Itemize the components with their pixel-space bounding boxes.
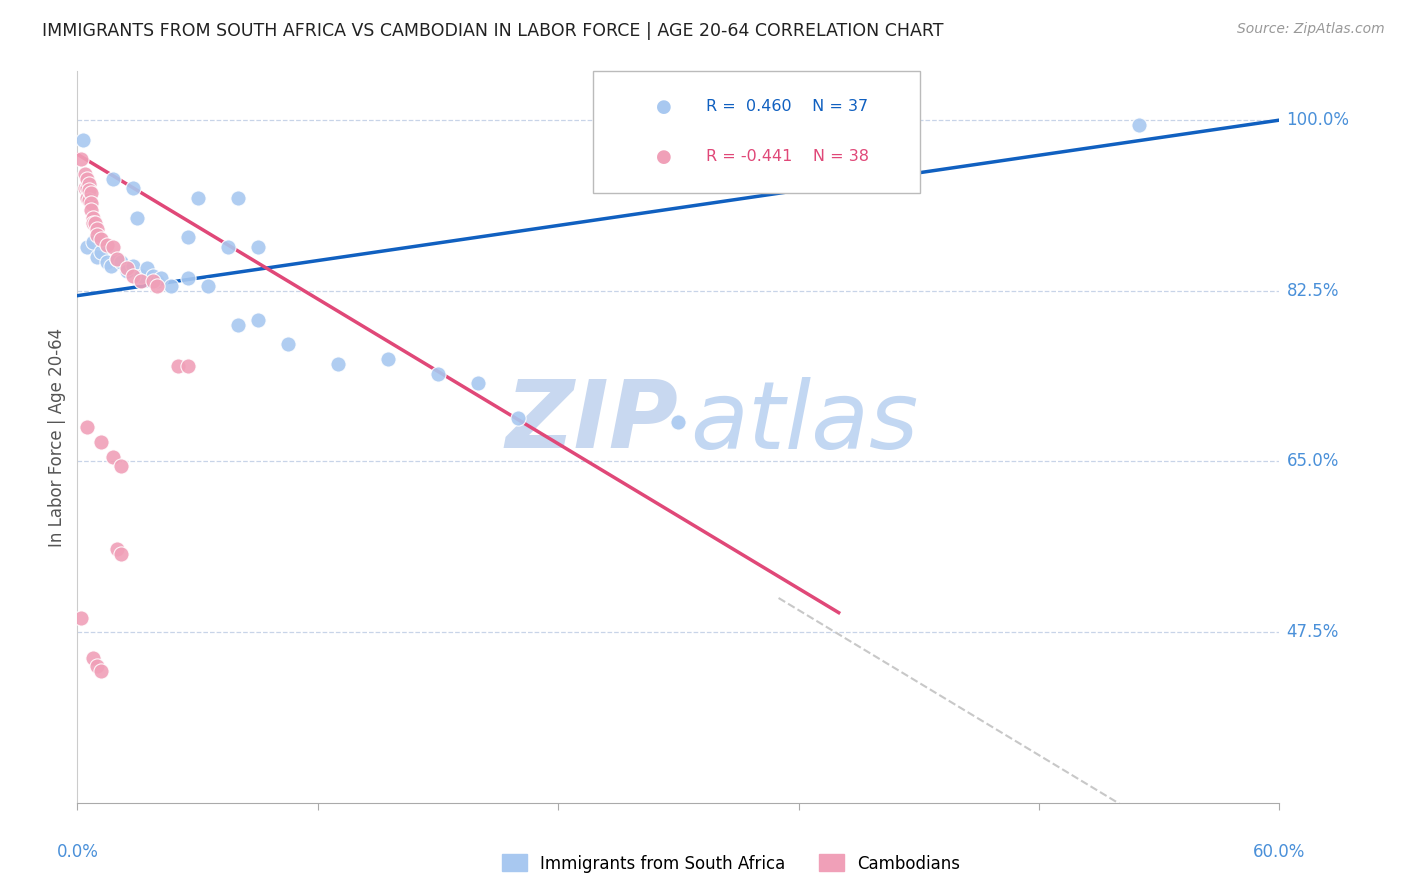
Point — [176, 359, 198, 373]
Point — [226, 191, 249, 205]
Point — [1128, 118, 1150, 132]
Point — [146, 274, 169, 288]
Point — [166, 359, 188, 373]
Point — [86, 228, 108, 243]
Point — [160, 279, 183, 293]
Point — [103, 450, 125, 464]
Text: 100.0%: 100.0% — [1286, 112, 1350, 129]
Point — [122, 260, 145, 274]
Point — [326, 357, 349, 371]
Point — [82, 651, 104, 665]
Point — [76, 181, 98, 195]
Point — [86, 222, 108, 236]
Point — [117, 264, 139, 278]
Point — [76, 191, 98, 205]
Point — [90, 664, 112, 678]
Point — [217, 240, 239, 254]
Point — [76, 171, 98, 186]
Text: ●: ● — [655, 148, 672, 166]
Point — [79, 193, 101, 207]
Point — [127, 211, 149, 225]
Point — [110, 459, 132, 474]
Text: Source: ZipAtlas.com: Source: ZipAtlas.com — [1237, 22, 1385, 37]
Point — [136, 261, 159, 276]
Point — [122, 269, 145, 284]
Point — [377, 352, 399, 367]
Text: IMMIGRANTS FROM SOUTH AFRICA VS CAMBODIAN IN LABOR FORCE | AGE 20-64 CORRELATION: IMMIGRANTS FROM SOUTH AFRICA VS CAMBODIA… — [42, 22, 943, 40]
Text: 65.0%: 65.0% — [1286, 452, 1339, 470]
Point — [103, 171, 125, 186]
Point — [80, 196, 103, 211]
Text: 0.0%: 0.0% — [56, 843, 98, 861]
Point — [226, 318, 249, 332]
Text: ZIP: ZIP — [506, 376, 679, 468]
Point — [246, 240, 269, 254]
Text: 47.5%: 47.5% — [1286, 624, 1339, 641]
Point — [467, 376, 489, 391]
Point — [82, 215, 104, 229]
Point — [75, 181, 97, 195]
Point — [427, 367, 450, 381]
Point — [84, 215, 107, 229]
Point — [100, 260, 122, 274]
Text: R =  0.460    N = 37: R = 0.460 N = 37 — [706, 99, 868, 114]
Point — [176, 230, 198, 244]
Point — [131, 269, 153, 284]
Text: R = -0.441    N = 38: R = -0.441 N = 38 — [706, 149, 869, 164]
Point — [146, 279, 169, 293]
Point — [107, 542, 129, 557]
Point — [142, 269, 165, 284]
Point — [82, 211, 104, 225]
Point — [131, 274, 153, 288]
Point — [110, 254, 132, 268]
Point — [86, 250, 108, 264]
Text: atlas: atlas — [690, 377, 918, 468]
Point — [76, 420, 98, 434]
Point — [142, 274, 165, 288]
Point — [96, 254, 118, 268]
Point — [76, 240, 98, 254]
Point — [197, 279, 219, 293]
Point — [176, 271, 198, 285]
Legend: Immigrants from South Africa, Cambodians: Immigrants from South Africa, Cambodians — [495, 847, 967, 880]
Point — [103, 240, 125, 254]
Point — [90, 244, 112, 259]
Point — [246, 313, 269, 327]
Point — [90, 232, 112, 246]
Point — [86, 659, 108, 673]
Point — [150, 271, 173, 285]
Point — [668, 416, 690, 430]
Text: ●: ● — [655, 98, 672, 116]
Point — [70, 610, 93, 624]
Text: 82.5%: 82.5% — [1286, 282, 1339, 300]
Point — [107, 252, 129, 266]
Point — [96, 238, 118, 252]
Point — [508, 410, 530, 425]
Point — [186, 191, 209, 205]
Point — [80, 202, 103, 217]
Point — [110, 547, 132, 561]
Point — [72, 133, 94, 147]
Point — [80, 186, 103, 201]
Point — [70, 152, 93, 166]
Point — [75, 167, 97, 181]
Point — [90, 434, 112, 449]
Text: 60.0%: 60.0% — [1253, 843, 1306, 861]
Point — [79, 183, 101, 197]
Point — [79, 177, 101, 191]
Point — [277, 337, 299, 351]
Point — [117, 261, 139, 276]
Point — [122, 181, 145, 195]
Point — [107, 252, 129, 266]
Y-axis label: In Labor Force | Age 20-64: In Labor Force | Age 20-64 — [48, 327, 66, 547]
Point — [82, 235, 104, 249]
